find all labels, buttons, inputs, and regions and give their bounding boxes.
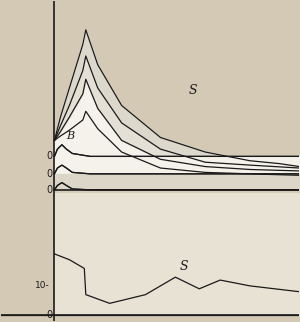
Text: 0: 0	[47, 310, 53, 320]
Text: B: B	[66, 131, 74, 141]
Polygon shape	[54, 30, 299, 190]
Text: 0: 0	[47, 169, 53, 179]
Text: 0: 0	[47, 151, 53, 161]
Text: S: S	[180, 260, 188, 273]
Text: S: S	[189, 84, 197, 97]
Text: 0: 0	[47, 185, 53, 195]
Text: 10-: 10-	[35, 281, 50, 290]
